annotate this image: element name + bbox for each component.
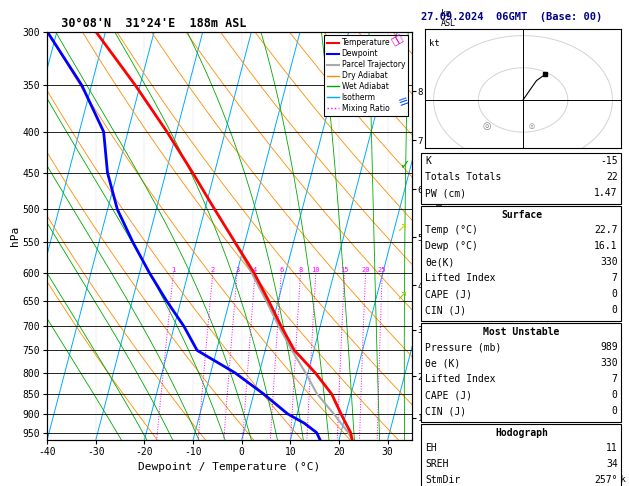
Text: 22.7: 22.7: [594, 225, 618, 235]
Legend: Temperature, Dewpoint, Parcel Trajectory, Dry Adiabat, Wet Adiabat, Isotherm, Mi: Temperature, Dewpoint, Parcel Trajectory…: [324, 35, 408, 116]
Text: 989: 989: [600, 342, 618, 352]
Text: 0: 0: [612, 406, 618, 417]
Text: 25: 25: [378, 267, 386, 273]
Text: Hodograph: Hodograph: [495, 428, 548, 438]
Text: ↗: ↗: [396, 222, 407, 235]
X-axis label: Dewpoint / Temperature (°C): Dewpoint / Temperature (°C): [138, 462, 321, 472]
Text: 257°: 257°: [594, 475, 618, 486]
Text: 1: 1: [171, 267, 175, 273]
Text: 20: 20: [361, 267, 370, 273]
Text: θe(K): θe(K): [425, 257, 455, 267]
Text: 11: 11: [606, 443, 618, 453]
Text: ≡: ≡: [396, 94, 411, 110]
Text: 330: 330: [600, 358, 618, 368]
Text: CIN (J): CIN (J): [425, 305, 466, 315]
Text: 34: 34: [606, 459, 618, 469]
Text: ⫶⫶: ⫶⫶: [390, 32, 405, 46]
Text: kt: kt: [429, 39, 440, 48]
Y-axis label: hPa: hPa: [10, 226, 20, 246]
Text: 16.1: 16.1: [594, 241, 618, 251]
Text: ◎: ◎: [483, 121, 491, 131]
Text: 3: 3: [235, 267, 239, 273]
Text: 7: 7: [612, 273, 618, 283]
Text: -15: -15: [600, 156, 618, 166]
Text: CAPE (J): CAPE (J): [425, 390, 472, 400]
Text: km
ASL: km ASL: [441, 9, 456, 28]
Text: 22: 22: [606, 172, 618, 182]
Text: 1.47: 1.47: [594, 188, 618, 198]
Text: 2: 2: [211, 267, 215, 273]
Text: © weatheronline.co.uk: © weatheronline.co.uk: [513, 474, 626, 484]
Text: 15: 15: [340, 267, 348, 273]
Text: 6: 6: [279, 267, 284, 273]
Text: Dewp (°C): Dewp (°C): [425, 241, 478, 251]
Text: 8: 8: [298, 267, 303, 273]
Text: CAPE (J): CAPE (J): [425, 289, 472, 299]
Text: ✓: ✓: [399, 159, 410, 172]
Text: 27.09.2024  06GMT  (Base: 00): 27.09.2024 06GMT (Base: 00): [421, 12, 603, 22]
Text: θe (K): θe (K): [425, 358, 460, 368]
Text: 30°08'N  31°24'E  188m ASL: 30°08'N 31°24'E 188m ASL: [47, 17, 247, 31]
Text: 330: 330: [600, 257, 618, 267]
Text: Pressure (mb): Pressure (mb): [425, 342, 501, 352]
Text: 0: 0: [612, 390, 618, 400]
Text: 4: 4: [253, 267, 257, 273]
Text: 7: 7: [612, 374, 618, 384]
Y-axis label: Mixing Ratio (g/kg): Mixing Ratio (g/kg): [433, 180, 443, 292]
Text: Surface: Surface: [501, 210, 542, 220]
Text: Temp (°C): Temp (°C): [425, 225, 478, 235]
Text: K: K: [425, 156, 431, 166]
Text: EH: EH: [425, 443, 437, 453]
Text: Totals Totals: Totals Totals: [425, 172, 501, 182]
Text: 10: 10: [311, 267, 320, 273]
Text: Lifted Index: Lifted Index: [425, 374, 496, 384]
Text: ↗: ↗: [396, 290, 407, 303]
Text: 0: 0: [612, 289, 618, 299]
Text: Most Unstable: Most Unstable: [483, 327, 560, 337]
Text: ◎: ◎: [529, 122, 535, 129]
Text: SREH: SREH: [425, 459, 448, 469]
Text: PW (cm): PW (cm): [425, 188, 466, 198]
Text: CIN (J): CIN (J): [425, 406, 466, 417]
Text: StmDir: StmDir: [425, 475, 460, 486]
Text: Lifted Index: Lifted Index: [425, 273, 496, 283]
Text: 0: 0: [612, 305, 618, 315]
